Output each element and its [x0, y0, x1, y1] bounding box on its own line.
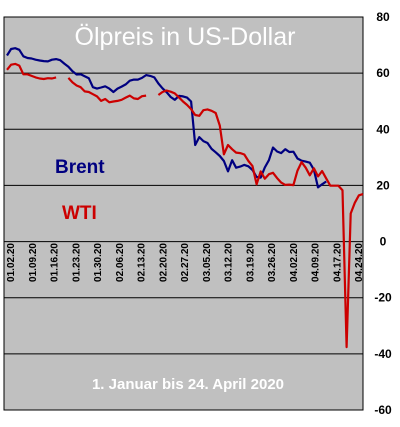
legend-brent: Brent: [55, 157, 105, 178]
x-tick-label: 04.24.20: [354, 243, 365, 282]
x-axis-ticks: 01.02.20 01.09.20 01.16.20 01.23.20 01.30.20…: [6, 243, 365, 282]
x-tick-label: 02.13.20: [137, 243, 148, 282]
y-tick-label: -40: [374, 347, 392, 361]
x-tick-label: 03.26.20: [267, 243, 278, 282]
x-tick-label: 02.20.20: [158, 243, 169, 282]
x-tick-label: 01.30.20: [93, 243, 104, 282]
chart-title: Ölpreis in US-Dollar: [75, 23, 296, 51]
x-tick-label: 03.19.20: [245, 243, 256, 282]
x-tick-label: 03.12.20: [224, 243, 235, 282]
y-tick-label: 60: [376, 66, 390, 80]
legend-wti: WTI: [62, 203, 97, 224]
series-line-wti: [157, 89, 364, 349]
x-tick-label: 01.23.20: [71, 243, 82, 282]
y-axis-ticks: 80 60 40 20 0 -20 -40 -60: [374, 10, 392, 417]
x-tick-label: 04.17.20: [332, 243, 343, 282]
y-tick-label: 20: [376, 178, 390, 192]
y-tick-label: 80: [376, 10, 390, 24]
y-tick-label: -20: [374, 291, 392, 305]
series-lines: [6, 47, 364, 349]
x-tick-label: 04.02.20: [289, 243, 300, 282]
x-tick-label: 02.06.20: [115, 243, 126, 282]
y-tick-label: 40: [376, 122, 390, 136]
y-tick-label: 0: [380, 235, 387, 249]
x-tick-label: 01.16.20: [50, 243, 61, 282]
y-tick-label: -60: [374, 403, 392, 417]
x-tick-label: 04.09.20: [311, 243, 322, 282]
x-tick-label: 03.05.20: [202, 243, 213, 282]
series-line-wti: [6, 62, 57, 81]
grid-lines: [4, 16, 363, 411]
series-line-wti: [67, 77, 147, 104]
plot-area: [3, 16, 364, 411]
x-tick-label: 01.09.20: [28, 243, 39, 282]
x-tick-label: 02.27.20: [180, 243, 191, 282]
x-tick-label: 01.02.20: [6, 243, 17, 282]
chart-subtitle: 1. Januar bis 24. April 2020: [92, 376, 284, 393]
series-line-brent: [6, 47, 327, 189]
